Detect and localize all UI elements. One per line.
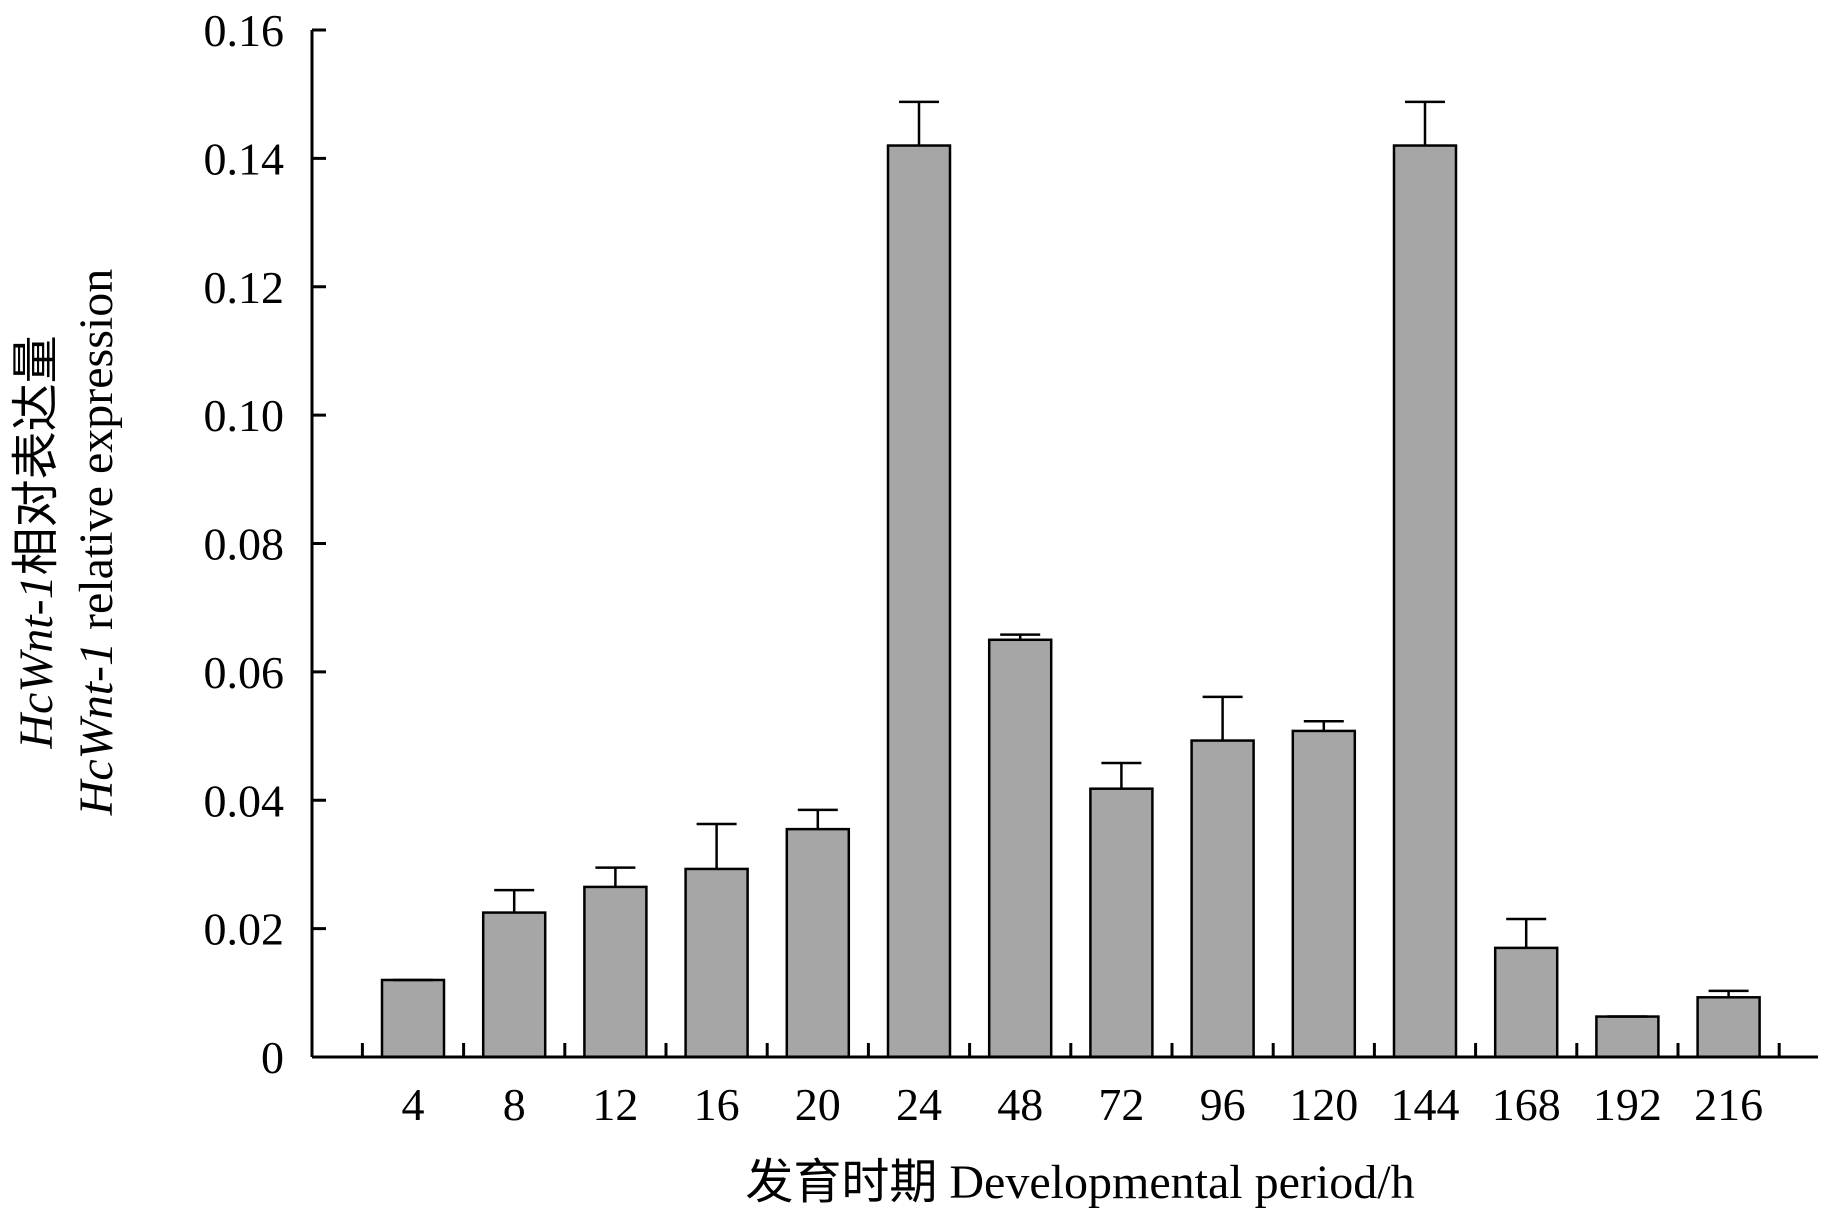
x-tick-label-24: 24 — [896, 1079, 942, 1130]
error-bar-144 — [1405, 100, 1445, 146]
svg-text:HcWnt-1 relative expression: HcWnt-1 relative expression — [70, 269, 123, 816]
y-axis-title-line1-italic: HcWnt-1 — [10, 575, 63, 749]
bar-216 — [1696, 996, 1761, 1059]
y-axis-title: HcWnt-1相对表达量 HcWnt-1 relative expression — [10, 269, 123, 816]
bar-168 — [1493, 946, 1559, 1059]
x-tick-label-20: 20 — [795, 1079, 841, 1130]
y-tick-label: 0.16 — [204, 5, 285, 56]
x-tick-label-16: 16 — [694, 1079, 740, 1130]
error-bar-20 — [797, 808, 838, 830]
svg-text:HcWnt-1相对表达量: HcWnt-1相对表达量 — [10, 335, 63, 749]
x-axis-title: 发育时期 Developmental period/h — [745, 1156, 1414, 1209]
error-bar-12 — [595, 866, 636, 887]
bar-8 — [481, 911, 547, 1059]
error-bar-72 — [1101, 761, 1142, 789]
error-bars-layer — [393, 100, 1749, 1018]
x-tick-label-72: 72 — [1098, 1079, 1144, 1130]
error-bar-48 — [1000, 633, 1041, 640]
error-bar-168 — [1506, 917, 1547, 948]
bar-4 — [380, 978, 446, 1059]
y-tick-label: 0.02 — [204, 904, 285, 955]
y-tick-label: 0.06 — [204, 647, 285, 698]
x-tick-label-216: 216 — [1694, 1079, 1763, 1130]
x-tick-labels: 4 8 12 16 20 24 48 72 96 120 144 168 192 216 — [402, 1079, 1764, 1130]
error-bar-24 — [899, 100, 939, 146]
y-tick-labels: 0 0.02 0.04 0.06 0.08 0.10 0.12 0.14 0.16 — [204, 5, 285, 1083]
bar-24 — [886, 144, 952, 1059]
y-tick-label: 0.14 — [204, 133, 285, 184]
bar-72 — [1089, 787, 1154, 1059]
y-axis-title-line2-rest: relative expression — [70, 269, 123, 642]
axes-layer — [310, 28, 1818, 1059]
y-tick-label: 0 — [261, 1032, 284, 1083]
error-bar-120 — [1303, 720, 1344, 731]
y-axis-title-line1-rest: 相对表达量 — [10, 335, 63, 575]
x-tick-label-96: 96 — [1200, 1079, 1246, 1130]
x-tick-label-12: 12 — [592, 1079, 638, 1130]
bar-96 — [1190, 739, 1255, 1059]
x-tick-label-4: 4 — [402, 1079, 425, 1130]
bar-48 — [987, 638, 1053, 1059]
error-bar-216 — [1708, 989, 1749, 998]
x-tick-label-168: 168 — [1492, 1079, 1561, 1130]
x-tick-label-8: 8 — [503, 1079, 526, 1130]
y-axis-title-line2-italic: HcWnt-1 — [70, 642, 123, 816]
bar-192 — [1595, 1015, 1660, 1059]
x-tick-label-120: 120 — [1289, 1079, 1358, 1130]
error-bar-8 — [494, 888, 535, 913]
bar-120 — [1291, 729, 1357, 1059]
error-bar-96 — [1202, 695, 1243, 741]
y-tick-label: 0.04 — [204, 775, 285, 826]
x-tick-label-48: 48 — [997, 1079, 1043, 1130]
y-tick-label: 0.12 — [204, 262, 285, 313]
x-tick-label-144: 144 — [1391, 1079, 1460, 1130]
bar-16 — [684, 867, 749, 1059]
error-bar-16 — [696, 822, 737, 869]
y-tick-label: 0.10 — [204, 390, 285, 441]
bar-12 — [583, 885, 648, 1059]
x-tick-label-192: 192 — [1593, 1079, 1662, 1130]
y-tick-label: 0.08 — [204, 519, 285, 570]
bars-layer — [380, 144, 1761, 1059]
bar-20 — [785, 827, 851, 1059]
bar-144 — [1392, 144, 1458, 1059]
